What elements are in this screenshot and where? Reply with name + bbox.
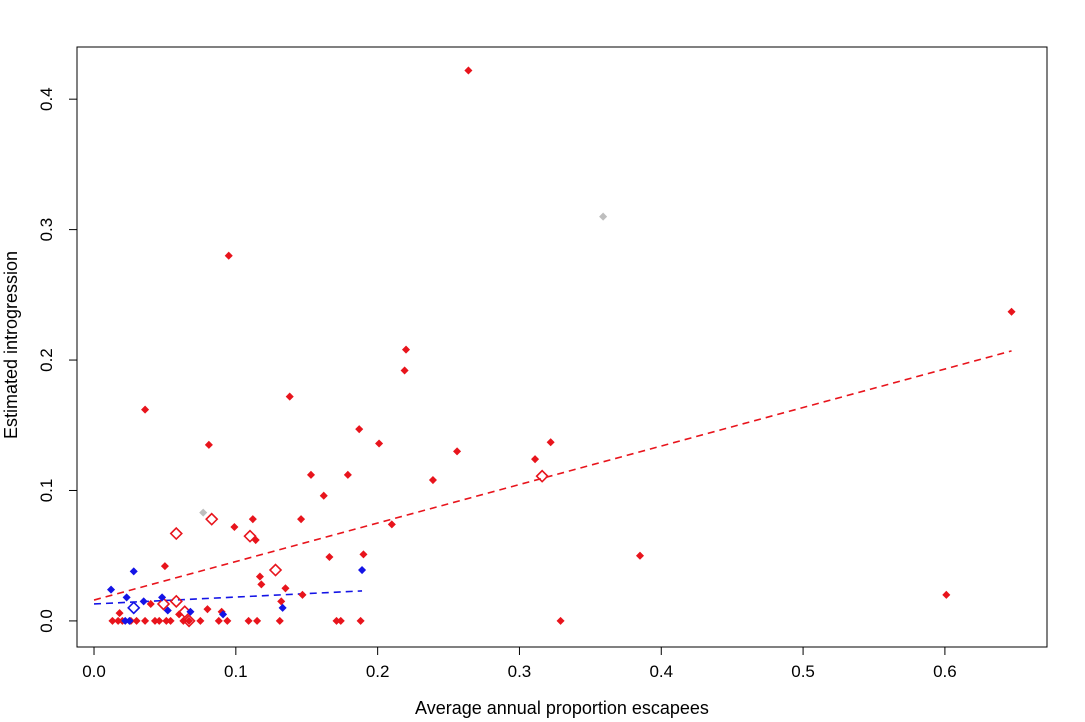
- trend-line-1: [93, 350, 1012, 601]
- filled-diamond-point: [556, 616, 565, 625]
- x-tick-label: 0.2: [366, 662, 390, 681]
- filled-diamond-point: [224, 251, 233, 260]
- x-tick-label: 0.4: [649, 662, 673, 681]
- filled-diamond-point: [277, 597, 286, 606]
- filled-diamond-point: [129, 567, 138, 576]
- filled-diamond-point: [375, 439, 384, 448]
- x-tick-label: 0.6: [933, 662, 957, 681]
- filled-diamond-point: [343, 470, 352, 479]
- filled-diamond-point: [356, 616, 365, 625]
- filled-diamond-point: [387, 520, 396, 529]
- filled-diamond-point: [275, 616, 284, 625]
- y-axis-title: Estimated introgression: [1, 251, 21, 439]
- y-tick-label: 0.3: [37, 218, 56, 242]
- filled-diamond-point: [297, 515, 306, 524]
- filled-diamond-point: [400, 366, 409, 375]
- filled-diamond-point: [248, 515, 257, 524]
- filled-diamond-point: [359, 550, 368, 559]
- filled-diamond-point: [453, 447, 462, 456]
- filled-diamond-point: [108, 616, 117, 625]
- x-axis: 0.0 0.1 0.2 0.3 0.4 0.5 0.6: [82, 646, 957, 681]
- filled-diamond-point: [336, 616, 345, 625]
- filled-diamond-point: [223, 616, 232, 625]
- filled-diamond-point: [281, 584, 290, 593]
- x-tick-label: 0.1: [224, 662, 248, 681]
- filled-diamond-point: [531, 455, 540, 464]
- filled-diamond-point: [325, 552, 334, 562]
- open-diamond-point: [182, 614, 196, 628]
- filled-diamond-point: [132, 616, 141, 625]
- y-tick-label: 0.4: [37, 87, 56, 111]
- data-points: [107, 66, 1016, 628]
- filled-diamond-point: [635, 551, 645, 560]
- filled-diamond-point: [122, 593, 131, 602]
- filled-diamond-point: [278, 603, 287, 612]
- y-tick-label: 0.0: [37, 609, 56, 633]
- filled-diamond-point: [158, 593, 167, 602]
- filled-diamond-point: [464, 66, 473, 75]
- filled-diamond-point: [253, 616, 262, 625]
- filled-diamond-point: [107, 585, 116, 594]
- filled-diamond-point: [358, 566, 367, 575]
- filled-diamond-point: [141, 616, 150, 625]
- y-tick-label: 0.1: [37, 479, 56, 503]
- filled-diamond-point: [186, 607, 195, 616]
- filled-diamond-point: [230, 522, 239, 532]
- filled-diamond-point: [257, 580, 266, 589]
- open-diamond-point: [205, 512, 219, 526]
- filled-diamond-point: [199, 508, 208, 517]
- filled-diamond-point: [219, 610, 228, 619]
- open-diamond-point: [169, 594, 183, 608]
- filled-diamond-point: [115, 609, 124, 618]
- x-tick-label: 0.5: [791, 662, 815, 681]
- plot-frame: [76, 46, 1048, 648]
- filled-diamond-point: [155, 616, 164, 625]
- filled-diamond-point: [214, 616, 223, 625]
- open-diamond-point: [127, 601, 141, 615]
- filled-diamond-point: [125, 616, 134, 625]
- filled-diamond-point: [285, 392, 294, 401]
- filled-diamond-point: [942, 590, 951, 599]
- open-diamond-point: [169, 526, 183, 541]
- filled-diamond-point: [163, 606, 172, 615]
- open-diamond-point: [243, 529, 257, 543]
- y-tick-label: 0.2: [37, 348, 56, 372]
- filled-diamond-point: [166, 616, 175, 625]
- filled-diamond-point: [141, 405, 150, 414]
- trend-lines: [93, 350, 1012, 605]
- y-axis: 0.0 0.1 0.2 0.3 0.4: [37, 87, 78, 633]
- open-diamond-point: [535, 469, 549, 483]
- x-tick-label: 0.3: [508, 662, 532, 681]
- filled-diamond-point: [255, 572, 264, 581]
- filled-diamond-point: [1007, 307, 1016, 316]
- filled-diamond-point: [203, 605, 212, 614]
- filled-diamond-point: [196, 616, 205, 625]
- filled-diamond-point: [146, 599, 155, 608]
- filled-diamond-point: [319, 491, 328, 500]
- filled-diamond-point: [401, 345, 411, 354]
- filled-diamond-point: [185, 616, 194, 625]
- filled-diamond-point: [355, 425, 364, 434]
- filled-diamond-point: [244, 616, 253, 625]
- trend-line-2: [93, 590, 363, 605]
- filled-diamond-point: [160, 562, 169, 571]
- open-diamond-point: [268, 563, 283, 577]
- filled-diamond-point: [546, 438, 555, 447]
- filled-diamond-point: [306, 470, 316, 479]
- filled-diamond-point: [599, 212, 608, 221]
- filled-diamond-point: [139, 597, 148, 606]
- open-diamond-point: [156, 597, 171, 611]
- filled-diamond-point: [298, 590, 307, 599]
- filled-diamond-point: [428, 476, 437, 485]
- x-tick-label: 0.0: [82, 662, 106, 681]
- filled-diamond-point: [204, 440, 213, 449]
- x-axis-title: Average annual proportion escapees: [415, 698, 709, 718]
